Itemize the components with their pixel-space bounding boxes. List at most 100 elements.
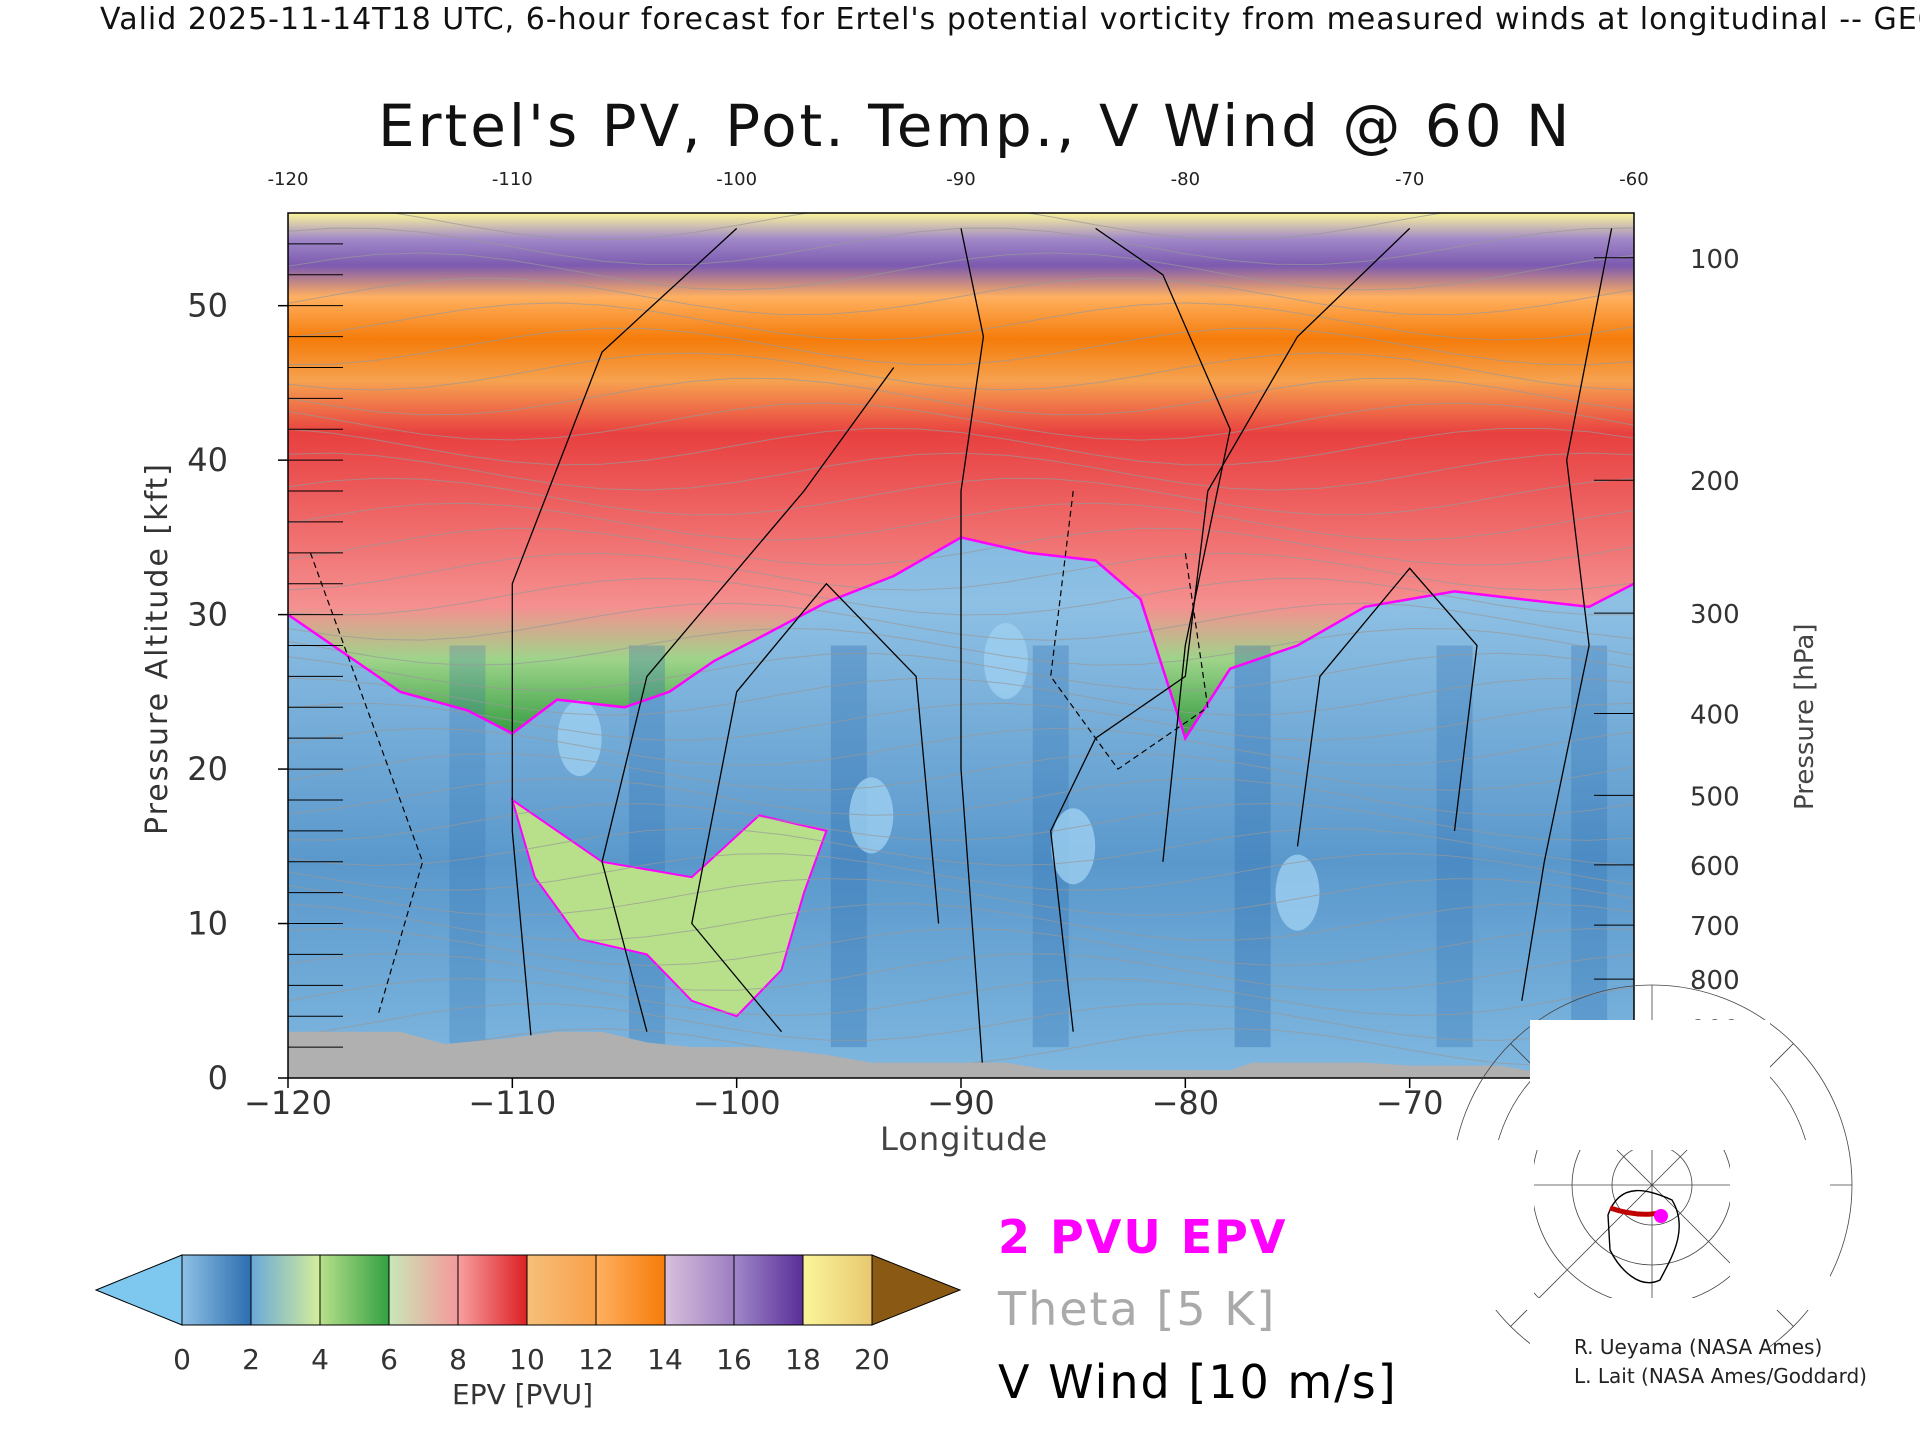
vwind-contour-negative — [309, 552, 424, 1017]
x-top-tick-label: -120 — [268, 169, 309, 190]
pv-streak — [1436, 645, 1473, 1048]
y-tick-label: 30 — [187, 596, 228, 634]
colorbar-segment — [319, 1254, 390, 1326]
x-axis-label: Longitude — [880, 1120, 1049, 1158]
x-tick-label: −100 — [693, 1084, 781, 1122]
vwind-contour-negative — [1050, 490, 1209, 770]
x-top-tick-label: -100 — [716, 169, 757, 190]
colorbar-segment — [526, 1254, 597, 1326]
y-tick-label: 20 — [187, 750, 228, 788]
theta-isentrope — [288, 953, 1634, 991]
colorbar-under-arrow — [94, 1254, 183, 1326]
legend-theta: Theta [5 K] — [998, 1282, 1277, 1336]
theta-isentrope — [288, 352, 1634, 391]
x-top-tick-label: -60 — [1619, 169, 1648, 190]
colorbar-over-arrow — [871, 1254, 962, 1326]
pressure-tick-label: 600 — [1690, 852, 1740, 882]
terrain — [288, 1031, 1634, 1078]
locator-map — [1420, 984, 1853, 1438]
theta-isentrope — [288, 977, 1634, 1017]
colorbar-tick-label: 4 — [311, 1343, 329, 1376]
colorbar-tick-label: 2 — [242, 1343, 260, 1376]
theta-isentrope — [288, 277, 1634, 316]
legend-epv: 2 PVU EPV — [998, 1210, 1288, 1264]
theta-isentrope — [288, 402, 1634, 441]
colorbar-segment — [802, 1254, 873, 1326]
pressure-tick-label: 100 — [1690, 245, 1740, 275]
vwind-contour — [1050, 227, 1411, 1032]
pv-patch — [983, 622, 1028, 699]
pressure-tick-label: 200 — [1690, 467, 1740, 497]
theta-isentrope — [288, 1003, 1634, 1041]
theta-isentrope — [288, 927, 1634, 967]
x-tick-label: −110 — [468, 1084, 556, 1122]
pv-streak — [1234, 645, 1271, 1048]
colorbar-segment — [457, 1254, 528, 1326]
colorbar-tick-label: 6 — [380, 1343, 398, 1376]
forecast-valid-line: Valid 2025-11-14T18 UTC, 6-hour forecast… — [100, 2, 1920, 37]
plot-area — [288, 213, 1634, 1078]
colorbar-tick-label: 18 — [785, 1343, 821, 1376]
x-top-tick-label: -110 — [492, 169, 533, 190]
vwind-contour — [601, 367, 895, 1032]
pressure-tick-label: 700 — [1690, 912, 1740, 942]
pressure-tick-label: 800 — [1690, 966, 1740, 996]
x-tick-label: −90 — [927, 1084, 995, 1122]
colorbar-tick-label: 20 — [854, 1343, 890, 1376]
colorbar-tick-label: 0 — [173, 1343, 191, 1376]
colorbar-tick-label: 12 — [578, 1343, 614, 1376]
theta-isentrope — [288, 377, 1634, 416]
pv-patch — [1051, 808, 1096, 885]
colorbar-segment — [595, 1254, 666, 1326]
theta-isentrope — [288, 903, 1634, 941]
colorbar: 0 2 4 6 8 10 12 14 16 18 20 — [94, 1254, 962, 1376]
colorbar-segment — [250, 1254, 321, 1326]
map-mask-bottom — [1530, 1298, 1770, 1438]
pv-patch — [1275, 854, 1320, 931]
theta-isentrope — [288, 427, 1634, 466]
vwind-contour — [691, 582, 940, 1033]
theta-isentrope — [288, 877, 1634, 917]
chart-title: Ertel's PV, Pot. Temp., V Wind @ 60 N — [378, 92, 1573, 160]
colorbar-tick-label: 16 — [716, 1343, 752, 1376]
theta-isentrope — [390, 213, 1445, 241]
map-mask-top — [1530, 1020, 1770, 1150]
x-top-tick-label: -80 — [1171, 169, 1200, 190]
theta-isentrope — [288, 827, 1634, 867]
legend-vwind: V Wind [10 m/s] — [998, 1355, 1398, 1409]
vwind-contour — [1095, 227, 1231, 862]
theta-isentrope — [288, 477, 1634, 516]
map-coastline — [1607, 1189, 1680, 1284]
x-top-tick-label: -90 — [946, 169, 975, 190]
colorbar-segment — [664, 1254, 735, 1326]
pv-streak — [1571, 645, 1608, 1048]
theta-isentrope — [288, 227, 1634, 266]
credit-line-2: L. Lait (NASA Ames/Goddard) — [1574, 1364, 1867, 1388]
map-mask-right — [1730, 1140, 1830, 1310]
pressure-tick-label: 400 — [1690, 700, 1740, 730]
map-marker — [1654, 1209, 1668, 1223]
vwind-contour — [511, 227, 738, 1078]
credit-line-1: R. Ueyama (NASA Ames) — [1574, 1335, 1823, 1359]
pressure-tick-label: 300 — [1690, 600, 1740, 630]
x-top-tick-label: -70 — [1395, 169, 1424, 190]
map-mask-left — [1420, 1140, 1534, 1310]
axes: −120 -120 −110 -110 −100 -100 −90 -90 −80 -80 −70 -… — [187, 169, 1756, 1122]
y-tick-label: 40 — [187, 441, 228, 479]
y-tick-label: 0 — [208, 1059, 228, 1097]
vwind-contour — [1296, 567, 1478, 847]
x-tick-label: −80 — [1152, 1084, 1220, 1122]
colorbar-segment — [733, 1254, 804, 1326]
vwind-contour — [960, 228, 985, 1078]
colorbar-tick-label: 8 — [449, 1343, 467, 1376]
x-tick-label: −120 — [244, 1084, 332, 1122]
pv-patch — [557, 700, 602, 777]
colorbar-tick-label: 10 — [509, 1343, 545, 1376]
y-tick-label: 50 — [187, 287, 228, 325]
colorbar-segment — [388, 1254, 459, 1326]
colorbar-tick-label: 14 — [647, 1343, 683, 1376]
theta-isentrope — [288, 452, 1634, 491]
colorbar-segment — [181, 1254, 252, 1326]
pressure-tick-label: 500 — [1690, 782, 1740, 812]
